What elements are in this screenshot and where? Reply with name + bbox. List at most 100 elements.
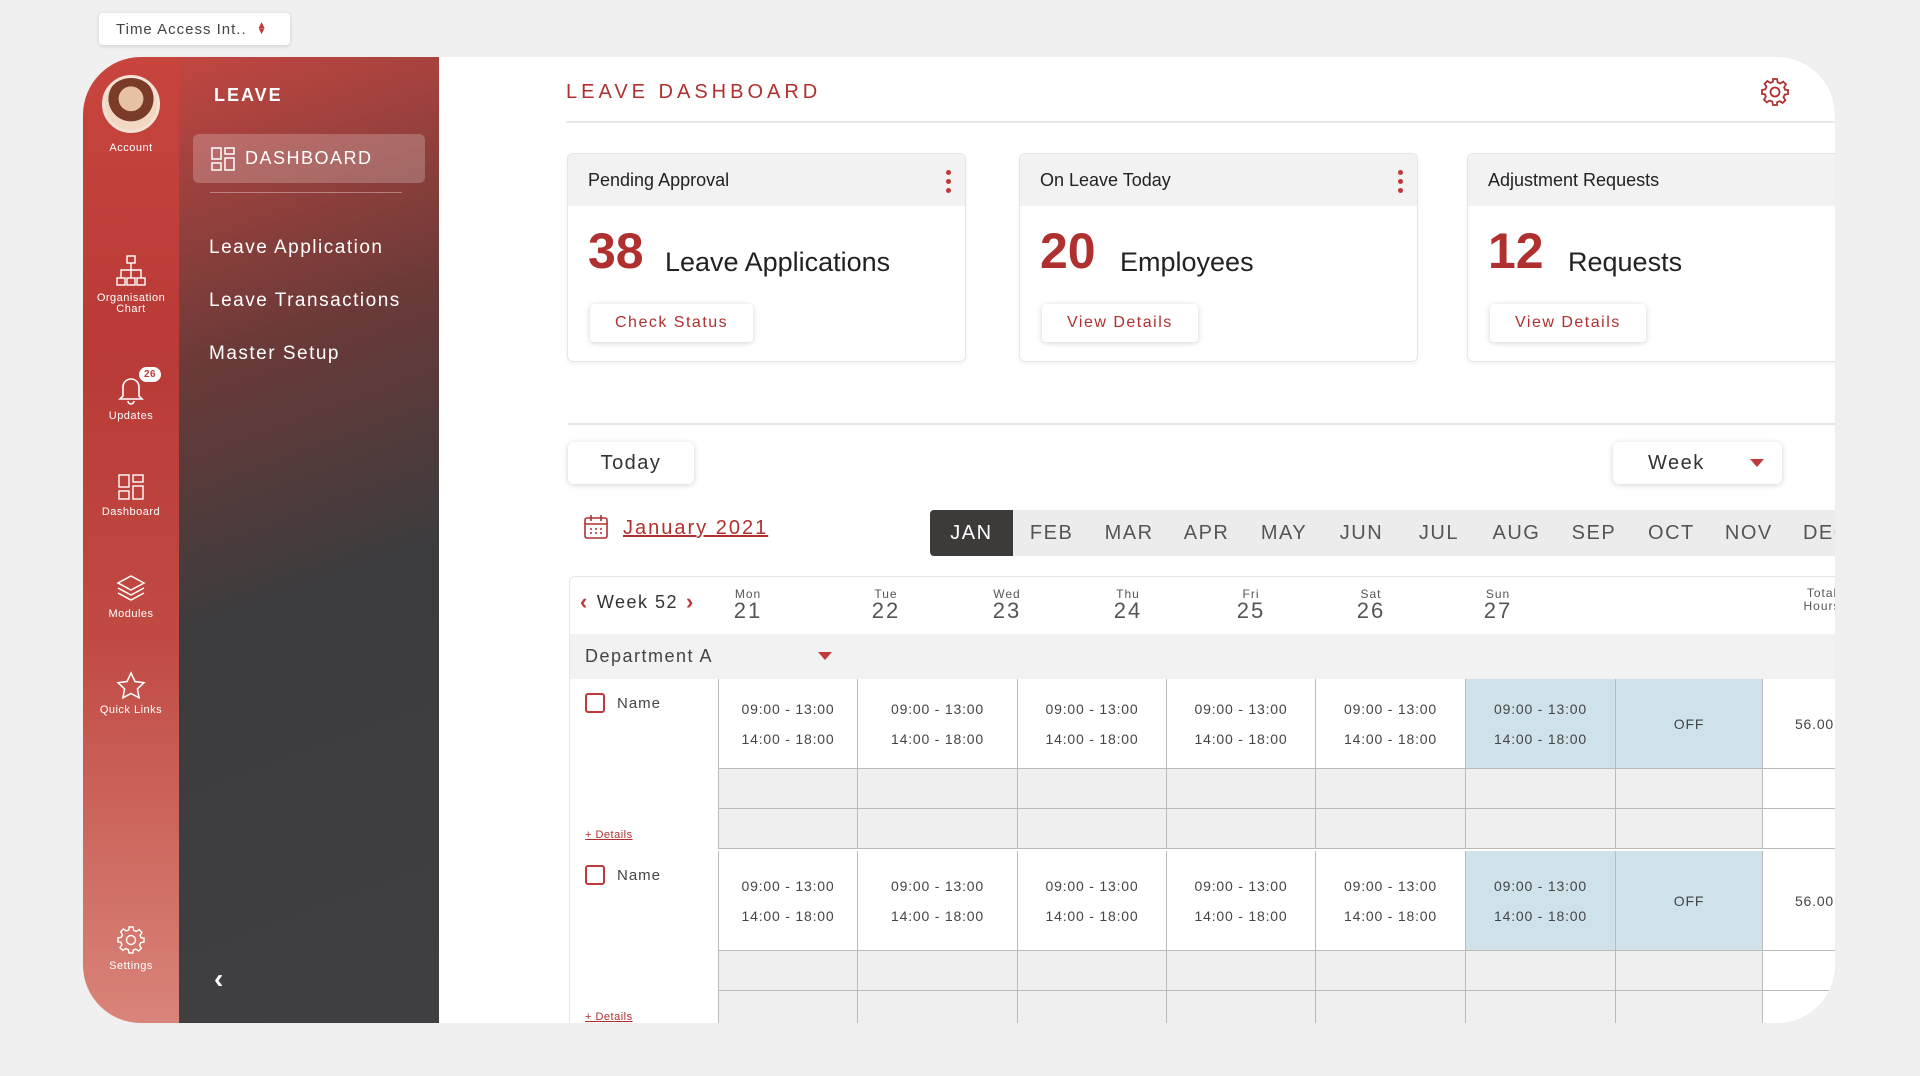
empty-slot-cell[interactable]: [1166, 991, 1315, 1023]
shift-cell[interactable]: 09:00 - 13:00 14:00 - 18:00: [1315, 679, 1465, 769]
empty-slot-cell[interactable]: [1315, 769, 1465, 809]
details-link[interactable]: + Details: [585, 1011, 633, 1023]
menu-item-leave-transactions[interactable]: Leave Transactions: [209, 290, 401, 311]
kebab-menu-icon[interactable]: [946, 170, 951, 193]
month-tab-jan[interactable]: JAN: [930, 510, 1013, 556]
empty-slot-cell[interactable]: [1315, 951, 1465, 991]
rail-settings[interactable]: Settings: [83, 925, 179, 972]
month-tab-dec[interactable]: DEC: [1802, 521, 1835, 544]
rail-org-chart[interactable]: Organisation Chart: [83, 255, 179, 315]
empty-slot-cell[interactable]: [718, 951, 857, 991]
week-label: Week 52: [596, 591, 679, 612]
empty-slot-cell[interactable]: [1166, 769, 1315, 809]
empty-slot-cell[interactable]: [1017, 769, 1166, 809]
kebab-menu-icon[interactable]: [1398, 170, 1403, 193]
menu-item-dashboard[interactable]: DASHBOARD: [193, 134, 425, 183]
shift-cell[interactable]: 09:00 - 13:00 14:00 - 18:00: [1166, 851, 1315, 951]
day-date: 21: [733, 598, 763, 623]
main-content: LEAVE DASHBOARD Pending Approval 38 Leav…: [484, 57, 1835, 1023]
shift-cell[interactable]: 56.00: [1762, 851, 1835, 951]
next-week-icon[interactable]: ›: [686, 589, 695, 614]
empty-slot-cell[interactable]: [857, 991, 1017, 1023]
shift-cell[interactable]: 09:00 - 13:00 14:00 - 18:00: [718, 679, 857, 769]
empty-slot-cell[interactable]: [857, 809, 1017, 849]
shift-cell[interactable]: 09:00 - 13:00 14:00 - 18:00: [1017, 679, 1166, 769]
empty-slot-cell[interactable]: [1615, 809, 1762, 849]
empty-slot-cell[interactable]: [1465, 769, 1615, 809]
shift-cell[interactable]: 09:00 - 13:00 14:00 - 18:00: [857, 851, 1017, 951]
row-checkbox[interactable]: [585, 693, 605, 713]
shift-cell[interactable]: 56.00: [1762, 679, 1835, 769]
month-tab-feb[interactable]: FEB: [1029, 521, 1074, 544]
empty-slot-cell[interactable]: [718, 769, 857, 809]
side-menu: LEAVE DASHBOARD Leave Application Leave …: [179, 57, 439, 1023]
empty-slot-cell[interactable]: [1017, 809, 1166, 849]
shift-cell[interactable]: 09:00 - 13:00 14:00 - 18:00: [1465, 851, 1615, 951]
empty-slot-cell[interactable]: [1315, 991, 1465, 1023]
card-title: Pending Approval: [568, 154, 965, 206]
month-tab-may[interactable]: MAY: [1260, 521, 1308, 544]
app-switcher[interactable]: Time Access Int.. ▲ ▼: [99, 13, 290, 45]
view-details-button[interactable]: View Details: [1490, 304, 1646, 342]
month-tab-sep[interactable]: SEP: [1571, 521, 1617, 544]
empty-slot-cell[interactable]: [1762, 991, 1835, 1023]
empty-slot-cell[interactable]: [1465, 951, 1615, 991]
previous-week-icon[interactable]: ‹: [580, 589, 589, 614]
collapse-menu-button[interactable]: ‹: [214, 963, 224, 994]
rail-account[interactable]: Account: [83, 75, 179, 154]
empty-slot-cell[interactable]: [1762, 809, 1835, 849]
details-link[interactable]: + Details: [585, 829, 633, 841]
shift-cell[interactable]: OFF: [1615, 851, 1762, 951]
layers-icon: [116, 575, 146, 601]
empty-slot-cell[interactable]: [1017, 951, 1166, 991]
shift-am: 09:00 - 13:00: [1494, 877, 1587, 894]
view-details-button[interactable]: View Details: [1042, 304, 1198, 342]
empty-slot-cell[interactable]: [857, 951, 1017, 991]
employee-name: Name: [617, 866, 662, 884]
card-count: 12: [1488, 223, 1544, 279]
today-button[interactable]: Today: [568, 442, 694, 484]
month-tab-oct[interactable]: OCT: [1648, 521, 1695, 544]
menu-item-leave-application[interactable]: Leave Application: [209, 237, 384, 258]
empty-slot-cell[interactable]: [1615, 769, 1762, 809]
shift-cell[interactable]: 09:00 - 13:00 14:00 - 18:00: [1465, 679, 1615, 769]
rail-modules[interactable]: Modules: [83, 573, 179, 620]
rail-quick-links[interactable]: Quick Links: [83, 671, 179, 716]
rail-updates[interactable]: 26 Updates: [83, 367, 179, 422]
empty-slot-cell[interactable]: [1315, 809, 1465, 849]
empty-slot-cell[interactable]: [1017, 991, 1166, 1023]
empty-slot-cell[interactable]: [1762, 769, 1835, 809]
icon-rail: Account Organisation Chart 26 Updates Da…: [83, 57, 179, 1023]
empty-slot-cell[interactable]: [857, 769, 1017, 809]
empty-slot-cell[interactable]: [1465, 809, 1615, 849]
shift-cell[interactable]: 09:00 - 13:00 14:00 - 18:00: [857, 679, 1017, 769]
empty-slot-cell[interactable]: [1166, 809, 1315, 849]
calendar-icon[interactable]: [583, 514, 609, 540]
empty-slot-cell[interactable]: [1762, 951, 1835, 991]
check-status-button[interactable]: Check Status: [590, 304, 754, 342]
empty-slot-cell[interactable]: [1465, 991, 1615, 1023]
shift-cell[interactable]: 09:00 - 13:00 14:00 - 18:00: [718, 851, 857, 951]
shift-cell[interactable]: 09:00 - 13:00 14:00 - 18:00: [1166, 679, 1315, 769]
month-tab-nov[interactable]: NOV: [1724, 521, 1773, 544]
month-tab-aug[interactable]: AUG: [1492, 521, 1541, 544]
month-tab-mar[interactable]: MAR: [1104, 521, 1154, 544]
month-tab-apr[interactable]: APR: [1183, 521, 1230, 544]
shift-cell[interactable]: 09:00 - 13:00 14:00 - 18:00: [1017, 851, 1166, 951]
shift-cell[interactable]: 09:00 - 13:00 14:00 - 18:00: [1315, 851, 1465, 951]
empty-slot-cell[interactable]: [718, 809, 857, 849]
empty-slot-cell[interactable]: [1615, 991, 1762, 1023]
rail-dashboard[interactable]: Dashboard: [83, 473, 179, 518]
month-tab-jun[interactable]: JUN: [1339, 521, 1384, 544]
month-tab-jul[interactable]: JUL: [1418, 521, 1459, 544]
settings-gear-icon[interactable]: [1760, 77, 1790, 107]
view-select[interactable]: Week: [1613, 442, 1782, 484]
row-checkbox[interactable]: [585, 865, 605, 885]
current-month-link[interactable]: January 2021: [623, 517, 769, 539]
menu-item-master-setup[interactable]: Master Setup: [209, 343, 340, 364]
empty-slot-cell[interactable]: [1615, 951, 1762, 991]
empty-slot-cell[interactable]: [718, 991, 857, 1023]
empty-slot-cell[interactable]: [1166, 951, 1315, 991]
department-selector[interactable]: Department A: [570, 634, 1835, 679]
shift-cell[interactable]: OFF: [1615, 679, 1762, 769]
